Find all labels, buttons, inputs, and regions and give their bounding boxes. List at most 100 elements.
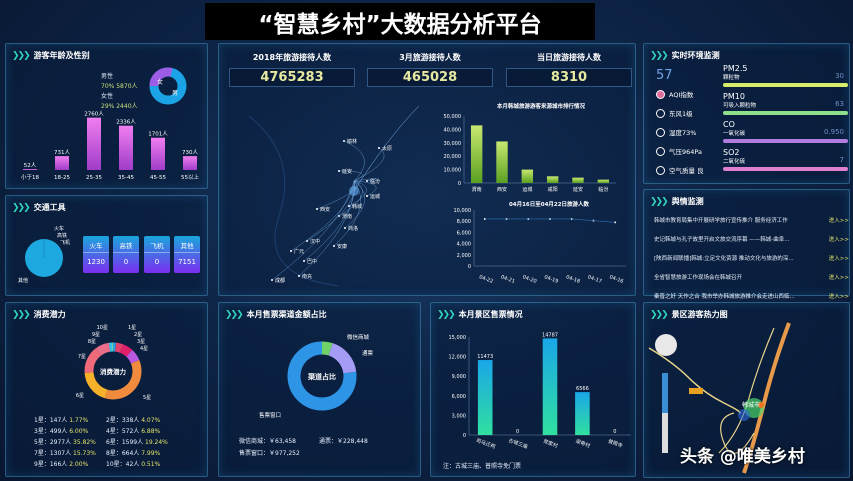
pollutant-name: CO [723, 120, 735, 129]
bar-value-label: 14787 [542, 332, 558, 338]
pollutant-name: SO2 [723, 148, 740, 157]
news-title[interactable]: 史记韩城与孔子故里开启文旅交流序幕 ——韩城-曲阜... [654, 237, 790, 243]
age-bar-label: 52人 [24, 162, 37, 169]
city-label: 延安 [342, 168, 352, 175]
city-label: 韩城市 [742, 401, 760, 409]
channel-slice [287, 341, 357, 411]
gender-stats: 男性 70% 5870人 女性 29% 2440人 [101, 72, 138, 112]
news-item[interactable]: [陕西新闻联播]韩城:立足文化资源 推动文化与旅游的深... 进入>> [654, 254, 849, 262]
male-donut-label: 男 [172, 90, 178, 97]
channel-panel: ❯❯❯ 本月售票渠道金额占比 渠道占比 微信商城 通票 售票窗口 微信商城：￥63,45… [218, 302, 421, 477]
city-dot [338, 170, 340, 172]
city-dot [343, 140, 345, 142]
news-title[interactable]: 秦晋之好 天作之合 我市举办韩城旅游推介会走进山西临... [654, 294, 795, 300]
city-label: 成都 [275, 277, 285, 284]
slice-label: 8星 [88, 339, 96, 345]
age-category-label: 35-45 [118, 175, 134, 181]
donut-center-label: 消费潜力 [100, 367, 127, 376]
y-tick-label: 0 [458, 181, 461, 187]
female-donut-label: 女 [157, 78, 163, 86]
panel-header: ❯❯❯ 实时环境监测 [650, 50, 720, 61]
panel-header: ❯❯❯ 本月售票渠道金额占比 [225, 309, 327, 320]
chevrons-icon: ❯❯❯ [650, 309, 669, 320]
legend-item: 5星：2977人 35.82% [34, 439, 96, 446]
enter-link[interactable]: 进入>> [828, 294, 849, 300]
city-label: 广元 [294, 248, 304, 255]
watermark: 头条 @唯美乡村 [680, 447, 805, 467]
pollutant-value: 0.950 [823, 128, 844, 136]
stat-2018: 2018年旅游接待人数 4765283 [229, 52, 355, 87]
age-bar [151, 137, 165, 170]
consumption-slice [84, 342, 142, 400]
ticket-note: 注：古城三庙、普照寺免门票 [443, 463, 522, 470]
bar-value-label: 6566 [576, 386, 589, 392]
news-title[interactable]: 全省智慧旅游工作现场会在韩城召开 [654, 275, 743, 281]
panel-header: ❯❯❯ 游客年龄及性别 [12, 50, 90, 61]
pollutant-bar [723, 167, 848, 171]
news-item[interactable]: 史记韩城与孔子故里开启文旅交流序幕 ——韩城-曲阜... 进入>> [654, 235, 849, 243]
city-label: 韩城 [352, 203, 362, 210]
aqi-icon [656, 89, 665, 99]
env-label: 空气质量 良 [669, 167, 704, 175]
chevrons-icon: ❯❯❯ [650, 50, 669, 61]
news-item[interactable]: 全省智慧旅游工作现场会在韩城召开 进入>> [654, 273, 849, 281]
news-panel: ❯❯❯ 舆情监测 韩城市教育局集中开展研学旅行宣传推介 服务经济工作 进入>> 史记韩… [643, 189, 850, 300]
news-title[interactable]: 韩城市教育局集中开展研学旅行宣传推介 服务经济工作 [654, 218, 788, 224]
x-category-label: 04-16 [608, 274, 624, 285]
env-label: 气压964Pa [669, 148, 703, 156]
news-item[interactable]: 秦晋之好 天作之合 我市举办韩城旅游推介会走进山西临... 进入>> [654, 292, 849, 300]
enter-link[interactable]: 进入>> [828, 237, 849, 243]
heatmap-map[interactable]: 韩城市 [644, 303, 850, 478]
news-item[interactable]: 韩城市教育局集中开展研学旅行宣传推介 服务经济工作 进入>> [654, 216, 849, 224]
tile-label: 其他 [174, 236, 200, 253]
bar [546, 176, 559, 183]
chevrons-icon: ❯❯❯ [437, 309, 456, 320]
chevrons-icon: ❯❯❯ [12, 50, 31, 61]
bar [496, 141, 508, 183]
news-title[interactable]: [陕西新闻联播]韩城:立足文化资源 推动文化与旅游的深... [654, 256, 794, 262]
x-category-label: 延安 [573, 186, 583, 193]
env-label: 东风1级 [669, 110, 693, 118]
slice-label: 1星 [128, 325, 136, 331]
bar [572, 177, 584, 183]
center-overview-panel: 2018年旅游接待人数 4765283 3月旅游接待人数 465028 当日旅游接待… [218, 43, 636, 296]
age-bar-label: 2336人 [116, 119, 136, 126]
wind-icon [656, 108, 665, 118]
enter-link[interactable]: 进入>> [828, 256, 849, 262]
flight-route [353, 180, 377, 197]
pollutant-desc: 颗粒物 [723, 75, 740, 81]
city-dot [271, 279, 273, 281]
age-gender-panel: ❯❯❯ 游客年龄及性别 男性 70% 5870人 女性 29% 2440人 女 男… [5, 43, 208, 189]
compass-control[interactable] [655, 334, 677, 356]
legend-pass: 通票：￥228,448 [319, 438, 368, 445]
tile-label: 高铁 [113, 236, 139, 253]
flight-route [333, 180, 361, 247]
y-tick-label: 30,000 [444, 141, 462, 147]
city-dot [378, 147, 380, 149]
city-dot [348, 205, 350, 207]
chevrons-icon: ❯❯❯ [12, 202, 31, 213]
pollutant-bar [723, 139, 848, 143]
age-bar [23, 169, 37, 170]
legend-window: 售票窗口：￥977,252 [239, 450, 300, 457]
female-label: 女性 [101, 93, 114, 100]
stat-value: 8310 [506, 68, 632, 87]
enter-link[interactable]: 进入>> [828, 218, 849, 224]
bar [597, 179, 610, 183]
x-category-label: 梁带村 [575, 438, 592, 450]
y-tick-label: 0 [468, 264, 471, 270]
flight-route [338, 170, 363, 182]
female-segment [149, 67, 187, 105]
y-tick-label: 8,000 [457, 219, 471, 225]
tile-label: 火车 [83, 236, 109, 253]
flight-route [343, 140, 365, 182]
enter-link[interactable]: 进入>> [828, 275, 849, 281]
bar-value-label: 0 [613, 429, 616, 435]
tile-plane: 飞机 0 [144, 236, 170, 273]
stat-label: 当日旅游接待人数 [537, 53, 601, 62]
city-label: 汉中 [310, 238, 320, 245]
tile-value: 7151 [178, 258, 196, 266]
x-category-label: 04-17 [587, 274, 603, 285]
